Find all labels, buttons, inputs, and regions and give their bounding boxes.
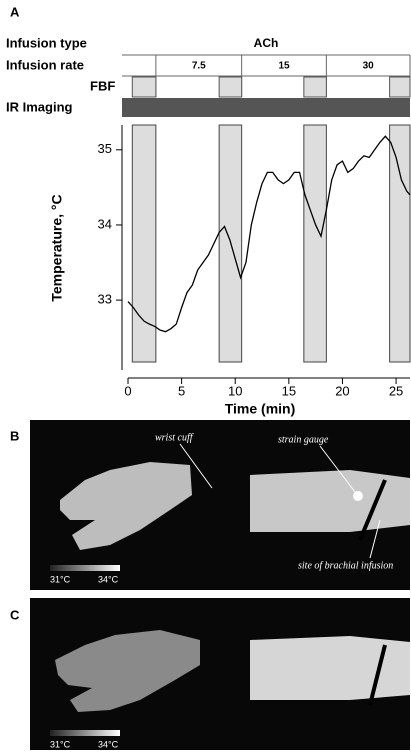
fbf-period [131,124,157,363]
infusion-type: ACh [254,36,279,50]
row-label: IR Imaging [6,99,73,114]
scale-label: 34°C [98,739,119,749]
rate-label: 30 [363,61,375,72]
annotation-arrow [319,445,356,493]
rate-label: 7.5 [192,61,206,72]
x-tick-label: 0 [124,383,131,398]
annotation: site of brachial infusion [298,560,393,571]
thermal-image [30,420,410,590]
temperature-line [127,135,411,333]
x-axis-title: Time (min) [225,401,296,417]
fbf-box [131,76,157,98]
x-tick-label: 25 [389,383,403,398]
panel-label: C [10,607,20,622]
x-tick-label: 10 [228,383,242,398]
y-tick-label: 33 [98,292,112,307]
fbf-box [218,76,243,98]
ir-imaging-bar [122,98,410,117]
y-axis-title: Temperature, °C [49,194,65,301]
fbf-period [389,124,411,363]
fbf-box [303,76,327,98]
rate-label: 15 [278,61,290,72]
panel-label: B [10,428,19,443]
panel-label: A [10,4,20,19]
annotation: strain gauge [278,434,329,445]
row-label: Infusion type [6,35,87,50]
x-tick-label: 20 [335,383,349,398]
annotation: wrist cuff [155,432,194,443]
x-tick-label: 15 [282,383,296,398]
row-label: Infusion rate [6,57,84,72]
row-label: FBF [90,78,115,93]
scale-label: 34°C [98,574,119,584]
annotation-arrow [369,519,381,559]
annotation-arrow [179,443,213,489]
scale-label: 31°C [50,574,71,584]
y-tick-label: 34 [98,216,112,231]
y-tick-label: 35 [98,141,112,156]
x-tick-label: 5 [178,383,185,398]
fbf-period [303,124,327,363]
scale-label: 31°C [50,739,71,749]
thermal-image [30,598,410,750]
fbf-box [389,76,411,98]
